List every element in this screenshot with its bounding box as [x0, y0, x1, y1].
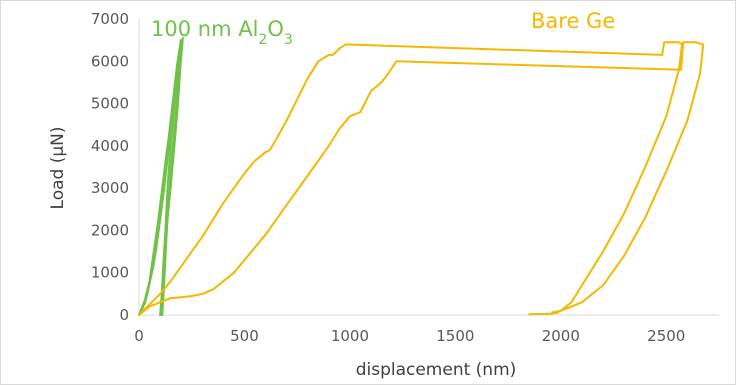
x-tick-label: 500 [230, 327, 259, 345]
series-line-bare-ge [138, 41, 684, 316]
x-tick-label: 1500 [436, 327, 474, 345]
ticks-layer: 0 500 1000 1500 2000 2500 0 1000 2000 3000 4000 500… [91, 10, 686, 345]
y-tick-label: 3000 [91, 179, 129, 197]
y-tick-label: 4000 [91, 137, 129, 155]
x-axis-title: displacement (nm) [356, 360, 517, 380]
series-line-al2o3 [138, 39, 182, 316]
x-tick-label: 1000 [331, 327, 369, 345]
series-layer [138, 37, 705, 316]
x-tick-label: 0 [134, 327, 144, 345]
series-line-bare-ge [138, 41, 705, 316]
annotation-bare-ge: Bare Ge [531, 9, 615, 33]
axes [138, 19, 719, 316]
y-tick-label: 2000 [91, 221, 129, 239]
annotation-al2o3: 100 nm Al2O3 [151, 17, 293, 48]
x-tick-label: 2000 [542, 327, 580, 345]
y-tick-label: 0 [119, 306, 129, 324]
y-tick-label: 5000 [91, 95, 129, 113]
series-line-al2o3 [138, 37, 184, 316]
y-tick-label: 6000 [91, 52, 129, 70]
x-tick-label: 2500 [647, 327, 685, 345]
y-tick-label: 1000 [91, 264, 129, 282]
y-tick-label: 7000 [91, 10, 129, 28]
y-axis-title: Load (μN) [48, 127, 68, 210]
